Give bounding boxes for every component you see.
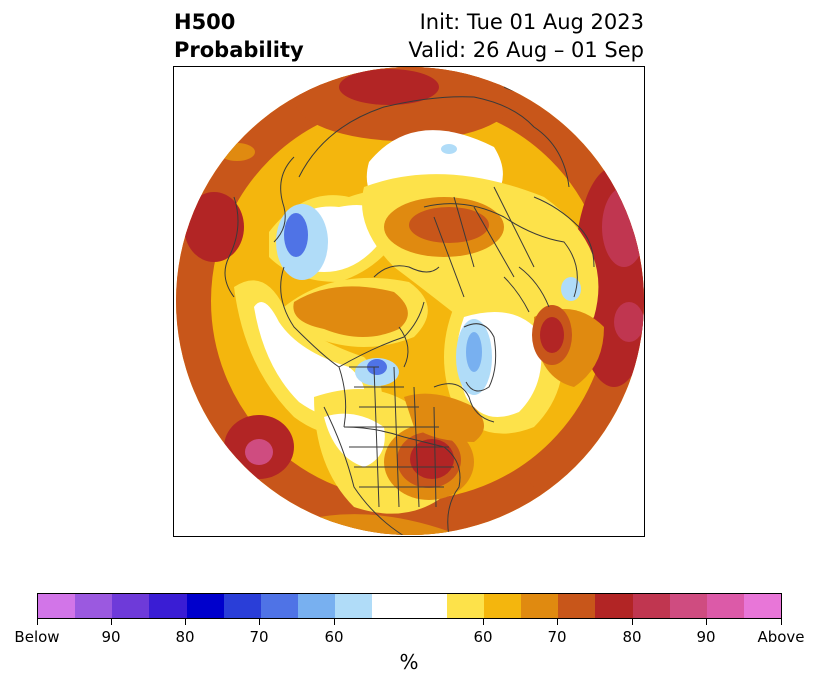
colorbar-tick-label: 80: [622, 628, 642, 646]
colorbar-tick-label: 90: [101, 628, 121, 646]
above-85-region: [602, 187, 644, 267]
colorbar-segment: [149, 594, 187, 618]
colorbar-segment: [112, 594, 150, 618]
colorbar-tick-label: 90: [696, 628, 716, 646]
coastlines: [224, 85, 625, 535]
colorbar-tick-label: 60: [324, 628, 344, 646]
colorbar-segment: [521, 594, 559, 618]
colorbar-tick-label: 60: [473, 628, 493, 646]
colorbar-tick: [557, 619, 558, 625]
valid-range: Valid: 26 Aug – 01 Sep: [408, 38, 644, 62]
colorbar-segment: [298, 594, 336, 618]
chart-title-left: H500 Probability: [174, 10, 304, 62]
colorbar-tick-label: 70: [249, 628, 269, 646]
colorbar-segment: [632, 594, 670, 618]
colorbar-segment: [669, 594, 707, 618]
colorbar-unit-label: %: [399, 650, 419, 674]
above-80-region: [339, 69, 439, 105]
colorbar-tick-label: 80: [175, 628, 195, 646]
probability-map: [176, 67, 644, 535]
colorbar-segment: [558, 594, 596, 618]
colorbar-segment: [223, 594, 261, 618]
colorbar-segment: [409, 594, 447, 618]
colorbar-tick-label: 70: [547, 628, 567, 646]
colorbar-segment: [75, 594, 113, 618]
colorbar-tick: [259, 619, 260, 625]
colorbar-segment: [335, 594, 373, 618]
colorbar-tick: [706, 619, 707, 625]
colorbar-tick: [483, 619, 484, 625]
probability-shading: [176, 67, 644, 535]
above-90-region: [245, 439, 273, 465]
colorbar-tick: [781, 619, 782, 625]
below-75-region: [284, 213, 308, 257]
colorbar-segment: [483, 594, 522, 618]
above-80-region: [410, 439, 454, 479]
colorbar-tick: [111, 619, 112, 625]
colorbar-segment: [595, 594, 633, 618]
above-80-region: [184, 192, 244, 262]
colorbar-tick: [185, 619, 186, 625]
colorbar-segment: [706, 594, 744, 618]
colorbar-tick: [632, 619, 633, 625]
colorbar-segment: [372, 594, 410, 618]
map-panel: [173, 66, 645, 537]
colorbar-segment: [743, 594, 782, 618]
init-date: Init: Tue 01 Aug 2023: [419, 10, 644, 34]
chart-title-right: Init: Tue 01 Aug 2023 Valid: 26 Aug – 01…: [408, 8, 644, 64]
colorbar-segment: [38, 594, 76, 618]
colorbar-segment: [260, 594, 299, 618]
colorbar-segment: [446, 594, 484, 618]
colorbar-tick-label: Below: [14, 628, 60, 646]
colorbar-tick: [37, 619, 38, 625]
colorbar-segment: [186, 594, 224, 618]
colorbar: [37, 593, 782, 619]
colorbar-tick: [334, 619, 335, 625]
colorbar-tick-label: Above: [757, 628, 805, 646]
above-85-region: [614, 302, 644, 342]
